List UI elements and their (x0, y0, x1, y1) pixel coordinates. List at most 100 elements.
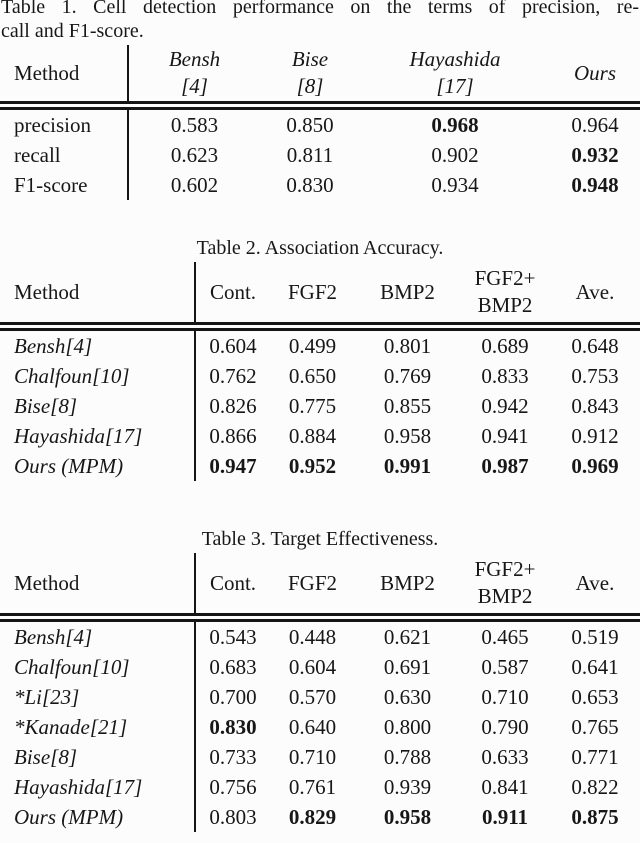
table-1-caption: Table 1. Cell detection performance on t… (0, 0, 640, 43)
col-header-ref: [8] (296, 74, 324, 98)
cell-value: 0.884 (288, 423, 337, 448)
cell-value: 0.648 (571, 333, 619, 358)
table-3-body: Bensh[4] 0.543 0.448 0.621 0.465 0.519 C… (0, 617, 640, 832)
row-label: Hayashida[17] (14, 423, 143, 448)
col-header-ref: [17] (436, 74, 474, 98)
cell-value: 0.465 (481, 624, 529, 649)
cell-value: 0.733 (194, 742, 270, 772)
table-2-caption: Table 2. Association Accuracy. (196, 237, 444, 259)
cell-value: 0.964 (571, 112, 619, 137)
col-header-ours: Ours (550, 45, 640, 110)
cell-value: 0.621 (383, 624, 432, 649)
row-label: Ours (MPM) (14, 453, 124, 478)
table-row: Chalfoun[10] 0.762 0.650 0.769 0.833 0.7… (0, 361, 640, 391)
col-header-fgf2-bmp2: FGF2+ BMP2 (460, 262, 550, 331)
cell-value: 0.756 (194, 772, 270, 802)
cell-value: 0.602 (127, 170, 260, 200)
method-column-header: Method (0, 553, 195, 622)
cell-value: 0.641 (571, 654, 619, 679)
col-header-bmp2: BMP2 (355, 262, 460, 331)
table-3-caption: Table 3. Target Effectiveness. (201, 528, 439, 550)
cell-value: 0.519 (571, 624, 619, 649)
col-header-ref: [4] (181, 74, 208, 98)
col-header-name: Cont. (209, 570, 257, 595)
col-header-bise: Bise [8] (260, 45, 360, 110)
cell-value: 0.855 (383, 393, 432, 418)
cell-value: 0.958 (383, 423, 432, 448)
table-row: Ours (MPM) 0.947 0.952 0.991 0.987 0.969 (0, 451, 640, 481)
cell-value: 0.991 (383, 453, 432, 478)
col-header-name: FGF2+ (474, 266, 536, 290)
cell-value: 0.448 (288, 624, 337, 649)
cell-value: 0.811 (286, 142, 334, 167)
cell-value: 0.762 (194, 361, 270, 391)
cell-value: 0.765 (571, 714, 619, 739)
table-row: Bensh[4] 0.543 0.448 0.621 0.465 0.519 (0, 617, 640, 652)
col-header-name: Cont. (209, 279, 257, 304)
col-header-name: FGF2 (287, 279, 338, 304)
cell-value: 0.968 (431, 112, 479, 137)
col-header-ave: Ave. (550, 262, 640, 331)
table-1-header-row: Method Bensh [4] Bise [8] Hayashida [17]… (0, 45, 640, 110)
cell-value: 0.691 (383, 654, 432, 679)
cell-value: 0.947 (194, 451, 270, 481)
cell-value: 0.800 (383, 714, 432, 739)
cell-value: 0.875 (571, 804, 619, 829)
table-row: Hayashida[17] 0.756 0.761 0.939 0.841 0.… (0, 772, 640, 802)
table-row: precision 0.583 0.850 0.968 0.964 (0, 105, 640, 140)
cell-value: 0.499 (288, 333, 337, 358)
col-header-fgf2-bmp2: FGF2+ BMP2 (460, 553, 550, 622)
row-label: Bise[8] (14, 744, 77, 769)
row-label: Bensh[4] (14, 624, 93, 649)
cell-value: 0.911 (481, 804, 529, 829)
cell-value: 0.969 (571, 453, 619, 478)
col-header-name: BMP2 (380, 279, 435, 304)
row-label: Hayashida[17] (14, 774, 143, 799)
row-label: *Li[23] (14, 684, 80, 709)
table-1-caption-line-1: Table 1. Cell detection performance on t… (1, 0, 639, 18)
cell-value: 0.942 (481, 393, 529, 418)
col-header-ave: Ave. (550, 553, 640, 622)
row-label: Chalfoun[10] (14, 654, 130, 679)
row-label: Chalfoun[10] (14, 363, 130, 388)
cell-value: 0.753 (571, 363, 619, 388)
col-header-name: FGF2+ (474, 557, 536, 581)
cell-value: 0.803 (194, 802, 270, 832)
col-header-name: Ave. (575, 279, 615, 304)
col-header-name-2: BMP2 (477, 584, 533, 608)
col-header-name: Ours (573, 60, 616, 85)
table-2-header-row: Method Cont. FGF2 BMP2 FGF2+ BMP2 (0, 262, 640, 331)
table-1-caption-line-2: call and F1-score. (1, 20, 144, 42)
col-header-name: Bensh (168, 47, 221, 71)
table-1-header: Method Bensh [4] Bise [8] Hayashida [17]… (0, 45, 640, 110)
cell-value: 0.801 (383, 333, 432, 358)
cell-value: 0.700 (194, 682, 270, 712)
row-label: Bensh[4] (14, 333, 93, 358)
cell-value: 0.583 (127, 105, 260, 140)
cell-value: 0.769 (383, 363, 432, 388)
cell-value: 0.932 (571, 142, 619, 167)
table-row: *Li[23] 0.700 0.570 0.630 0.710 0.653 (0, 682, 640, 712)
col-header-cont: Cont. (194, 553, 270, 622)
cell-value: 0.587 (481, 654, 529, 679)
cell-value: 0.850 (286, 112, 334, 137)
col-header-name: Bise (291, 47, 329, 71)
row-label: Ours (MPM) (14, 804, 124, 829)
cell-value: 0.710 (288, 744, 337, 769)
cell-value: 0.683 (194, 652, 270, 682)
table-1-body: precision 0.583 0.850 0.968 0.964 recall… (0, 105, 640, 200)
row-label: F1-score (14, 172, 88, 197)
cell-value: 0.630 (383, 684, 432, 709)
table-row: Hayashida[17] 0.866 0.884 0.958 0.941 0.… (0, 421, 640, 451)
cell-value: 0.829 (288, 804, 337, 829)
col-header-fgf2: FGF2 (270, 553, 355, 622)
col-header-bensh: Bensh [4] (127, 45, 260, 110)
col-header-name-2: BMP2 (477, 293, 533, 317)
table-row: Ours (MPM) 0.803 0.829 0.958 0.911 0.875 (0, 802, 640, 832)
row-label: Bise[8] (14, 393, 77, 418)
table-3-header-row: Method Cont. FGF2 BMP2 FGF2+ BMP2 (0, 553, 640, 622)
table-row: recall 0.623 0.811 0.902 0.932 (0, 140, 640, 170)
col-header-name: Ave. (575, 570, 615, 595)
cell-value: 0.604 (194, 326, 270, 361)
